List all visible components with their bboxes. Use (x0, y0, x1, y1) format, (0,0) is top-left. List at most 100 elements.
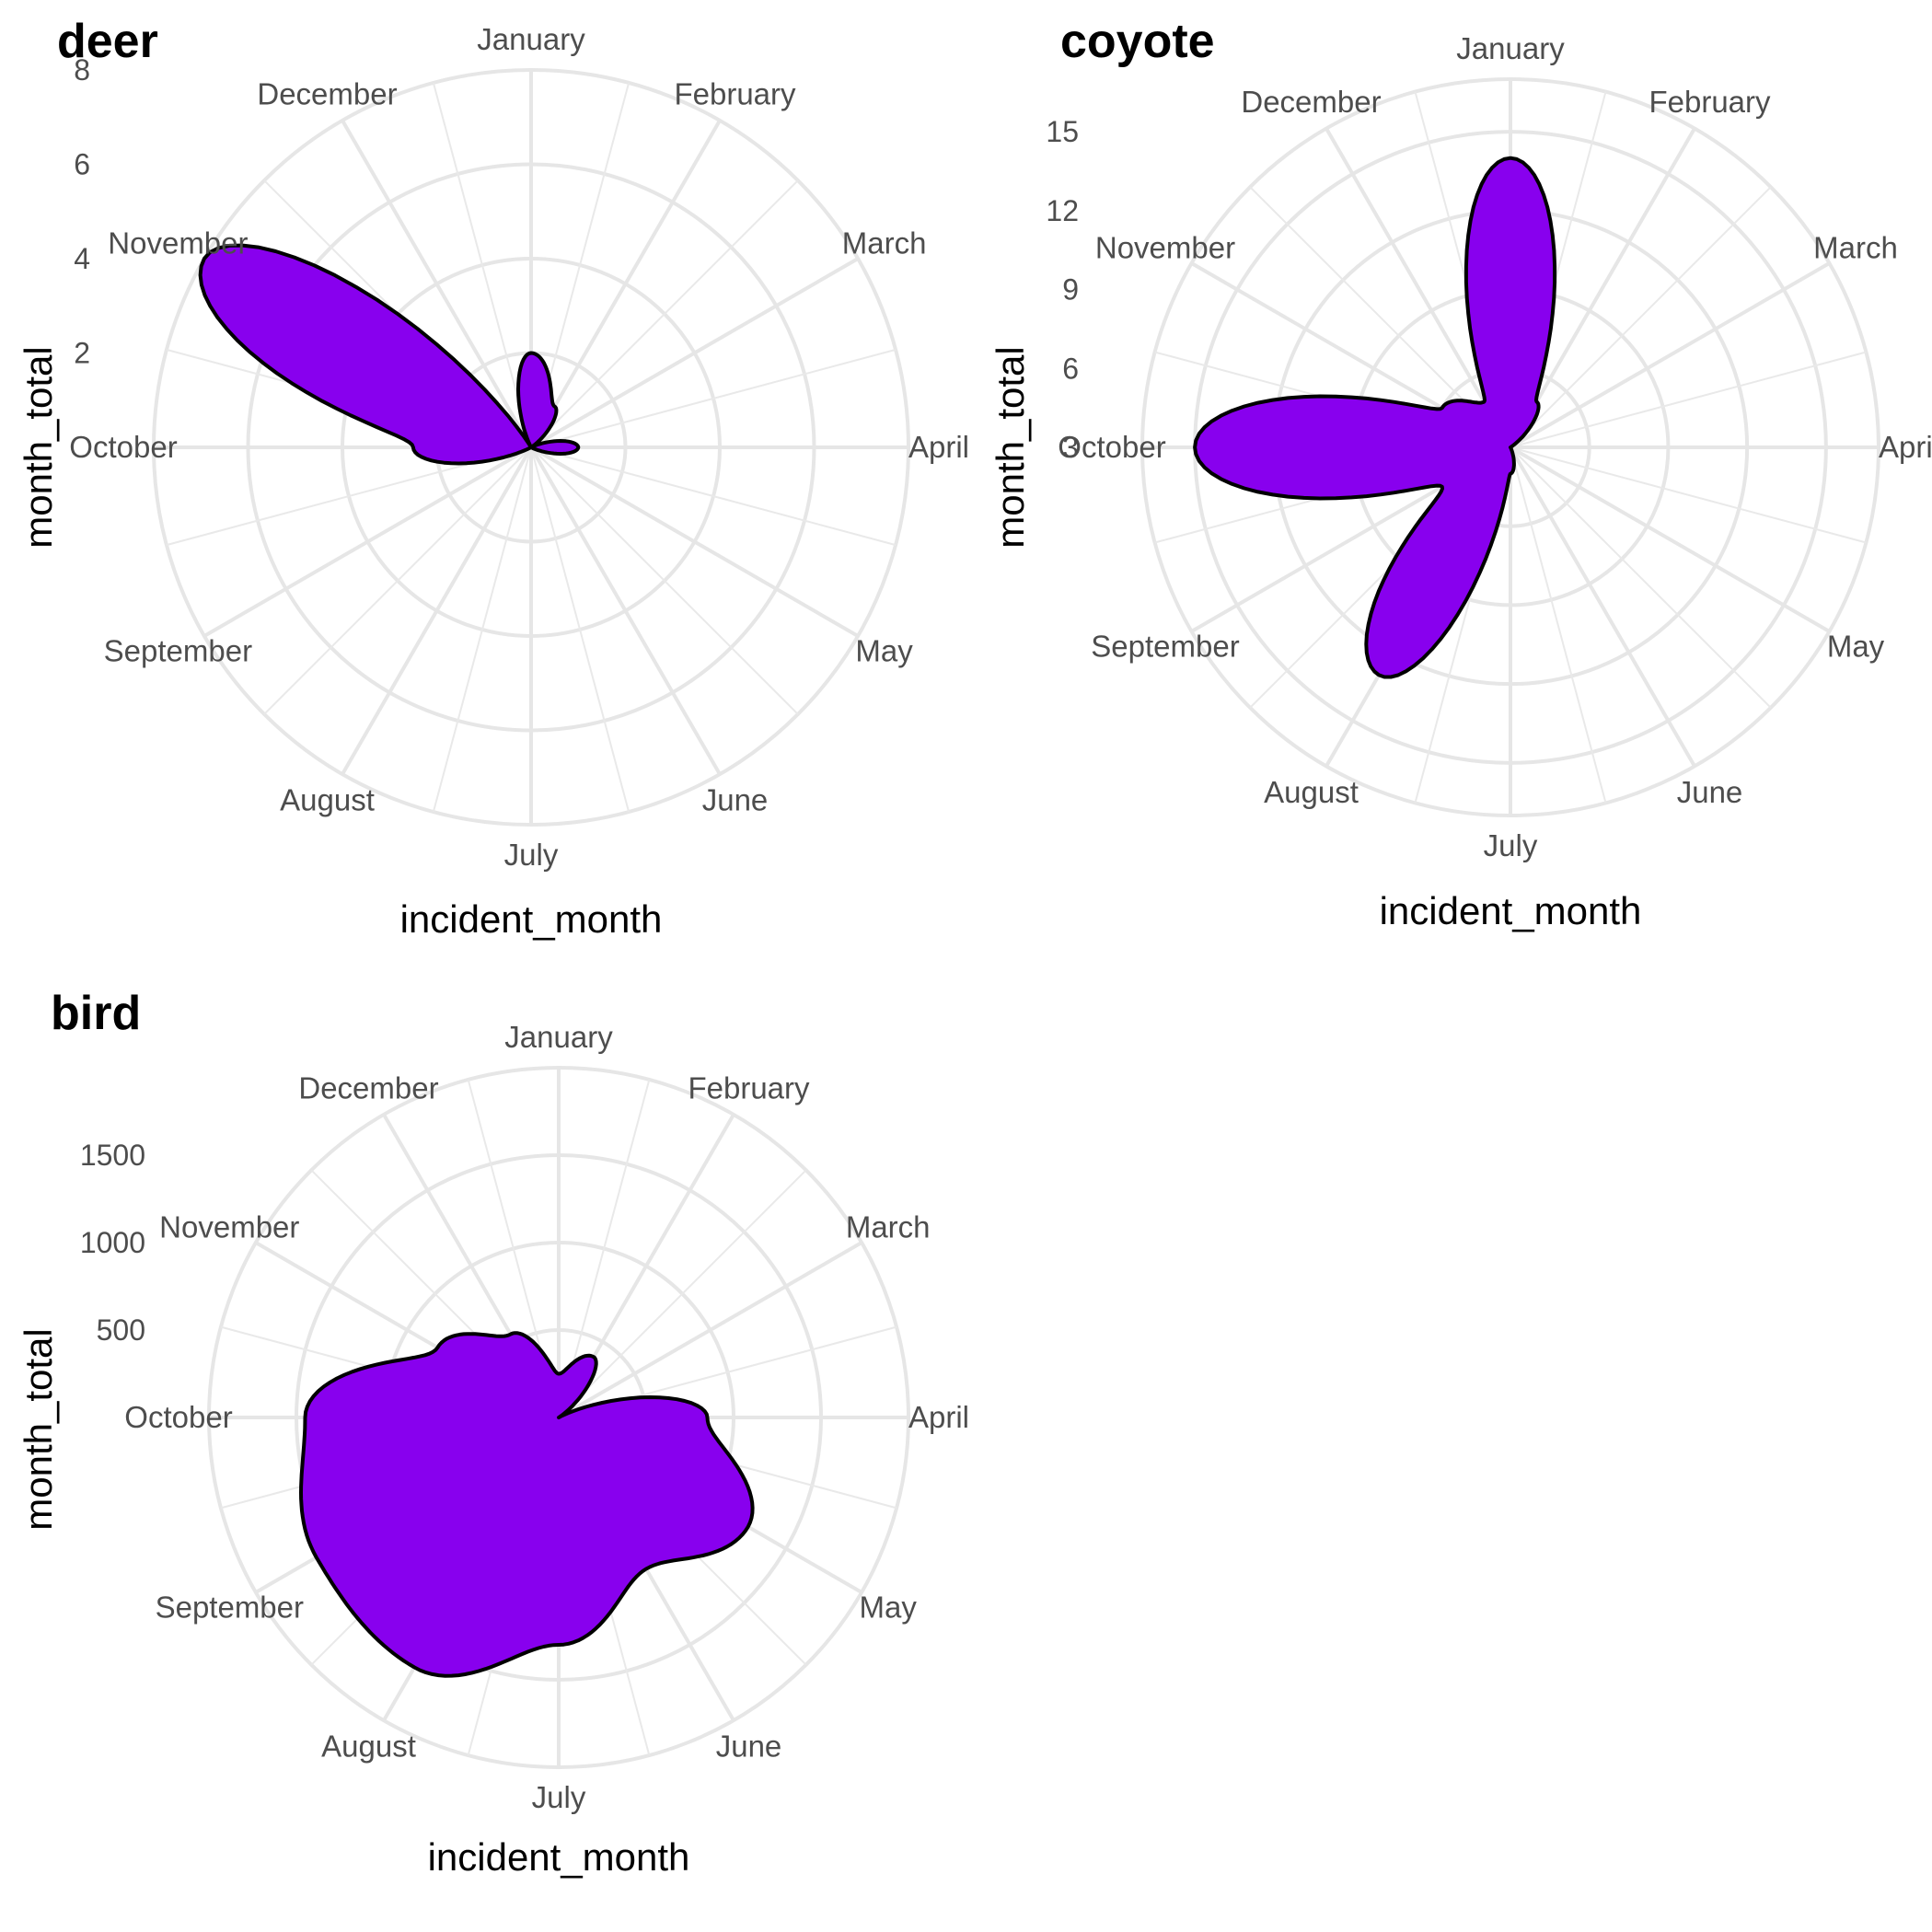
grid-spoke (1509, 261, 1831, 449)
month-label-august: August (280, 783, 375, 817)
grid-spoke (202, 445, 532, 638)
grid-spoke (1509, 127, 1696, 449)
grid-spoke (529, 446, 722, 776)
month-labels-coyote: January February March April May June July Augu… (1058, 31, 1932, 862)
grid-spoke (1509, 445, 1696, 768)
grid-spoke-minor (530, 446, 799, 715)
y-tick-9: 9 (1062, 273, 1079, 307)
x-axis-title-deer: incident_month (400, 897, 663, 941)
panel-coyote: coyote JanuaryFebruaryMarchAprilMayJuneJ… (989, 15, 1932, 932)
grid-spoke-minor (530, 446, 897, 547)
y-tick-15: 15 (1046, 115, 1079, 148)
month-label-january: January (477, 22, 585, 56)
month-label-march: March (846, 1210, 931, 1244)
month-label-april: April (1879, 430, 1932, 464)
month-label-october: October (124, 1400, 232, 1434)
month-label-may: May (1827, 630, 1885, 664)
month-label-may: May (855, 634, 913, 668)
grid-spoke-minor (1510, 446, 1772, 709)
month-label-november: November (159, 1210, 299, 1244)
grid-spoke-minor (530, 179, 799, 448)
y-tick-labels-bird: 500 1000 1500 (80, 1139, 145, 1347)
y-tick-6: 6 (1062, 352, 1079, 385)
y-tick-3: 3 (1062, 431, 1079, 464)
petal-area-bird (299, 1331, 755, 1678)
petal-area-coyote (1193, 156, 1557, 679)
petal-area-deer (198, 243, 581, 466)
panel-title-coyote: coyote (1060, 15, 1215, 68)
month-label-december: December (1241, 85, 1381, 119)
grid-spoke (558, 1241, 863, 1419)
month-label-may: May (860, 1591, 918, 1625)
grid-spoke (341, 119, 533, 448)
y-tick-6: 6 (74, 148, 90, 181)
y-tick-12: 12 (1046, 194, 1079, 227)
grid-spoke (530, 257, 860, 449)
petals-deer (198, 243, 581, 466)
month-label-february: February (688, 1070, 810, 1105)
panel-bird: bird January February March April May June Jul… (17, 987, 969, 1879)
month-label-september: September (104, 634, 252, 668)
month-label-november: November (108, 226, 248, 260)
y-axis-title-coyote: month_total (989, 346, 1032, 548)
x-axis-title-bird: incident_month (428, 1835, 690, 1879)
month-label-september: September (156, 1591, 304, 1625)
y-tick-8: 8 (74, 53, 90, 87)
y-tick-labels-deer: 2 4 6 8 (74, 53, 90, 370)
month-label-october: October (1058, 430, 1165, 464)
month-label-june: June (716, 1730, 782, 1764)
grid-spoke-minor (1510, 446, 1607, 804)
grid-spoke-minor (263, 446, 532, 715)
grid-spoke-minor (1510, 446, 1867, 544)
month-label-july: July (532, 1780, 586, 1814)
petals-coyote (1193, 156, 1557, 679)
month-label-march: March (1813, 231, 1898, 265)
y-tick-labels-coyote: 3 6 9 12 15 (1046, 115, 1079, 464)
grid-spoke-minor (530, 446, 631, 813)
grid-spoke (341, 446, 533, 776)
y-axis-title-deer: month_total (17, 346, 60, 548)
grid-spoke-minor (1510, 351, 1867, 448)
month-label-july: July (504, 838, 559, 872)
month-label-september: September (1091, 630, 1239, 664)
y-tick-500: 500 (97, 1313, 145, 1347)
month-labels-deer: January February March April May June July Augu… (69, 22, 969, 872)
month-label-april: April (908, 1400, 969, 1434)
grid-spoke-minor (1510, 186, 1772, 448)
month-label-february: February (1649, 85, 1771, 119)
month-label-june: June (1677, 775, 1743, 809)
grid-spoke (530, 445, 860, 638)
month-label-november: November (1095, 231, 1235, 265)
month-label-december: December (298, 1070, 438, 1105)
y-tick-1500: 1500 (80, 1139, 145, 1172)
month-label-october: October (69, 430, 177, 464)
grid-spoke (1509, 445, 1831, 633)
month-label-august: August (321, 1730, 416, 1764)
month-label-january: January (504, 1020, 613, 1054)
month-label-december: December (257, 76, 397, 110)
month-label-march: March (842, 226, 927, 260)
grid-spoke (529, 119, 722, 448)
grid-spoke-minor (432, 446, 532, 813)
grid-spoke-minor (530, 348, 897, 448)
panel-title-deer: deer (57, 15, 158, 68)
grid-spoke-minor (432, 82, 532, 448)
month-label-april: April (908, 430, 969, 464)
petals-bird (299, 1331, 755, 1678)
y-tick-2: 2 (74, 337, 90, 370)
month-label-july: July (1484, 828, 1538, 862)
y-tick-1000: 1000 (80, 1226, 145, 1259)
month-label-january: January (1456, 31, 1565, 65)
y-tick-4: 4 (74, 242, 90, 275)
month-label-august: August (1264, 775, 1359, 809)
panel-deer: deer January February March April May June Jul… (17, 15, 969, 941)
month-labels-bird: January February March April May June July Augu… (124, 1020, 969, 1814)
month-label-february: February (674, 76, 796, 110)
grid-spoke-minor (558, 1169, 807, 1418)
panel-title-bird: bird (51, 987, 141, 1040)
month-label-june: June (702, 783, 769, 817)
y-axis-title-bird: month_total (17, 1328, 60, 1530)
grid-spoke (1325, 127, 1512, 449)
x-axis-title-coyote: incident_month (1380, 889, 1642, 932)
